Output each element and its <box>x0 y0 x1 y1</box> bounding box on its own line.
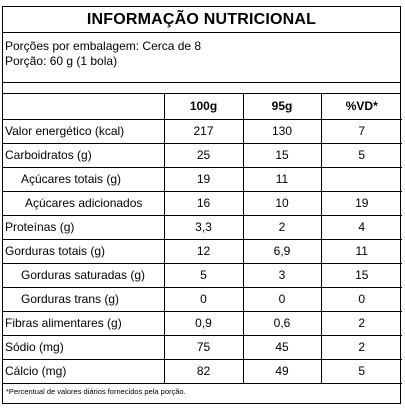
table-row: Carboidratos (g) 25 15 5 <box>3 142 402 168</box>
table-row: Açúcares totais (g) 19 11 <box>3 166 402 192</box>
column-header-vd: %VD* <box>320 94 402 120</box>
table-row: Valor energético (kcal) 217 130 7 <box>3 119 402 144</box>
table-row: Sódio (mg) 75 45 2 <box>3 334 402 360</box>
serving-size: Porção: 60 g (1 bola) <box>5 54 118 68</box>
value-95g: 3 <box>242 262 322 288</box>
column-header-100g: 100g <box>163 94 244 120</box>
value-vd: 5 <box>320 142 402 168</box>
divider <box>3 83 400 94</box>
value-100g: 16 <box>163 190 244 216</box>
nutrient-label: Proteínas (g) <box>3 214 165 240</box>
value-100g: 0,9 <box>163 310 244 336</box>
panel-title: INFORMAÇÃO NUTRICIONAL <box>3 7 400 33</box>
table-row: Proteínas (g) 3,3 2 4 <box>3 214 402 240</box>
nutrient-label: Gorduras trans (g) <box>3 286 165 312</box>
nutrient-label: Valor energético (kcal) <box>3 119 165 144</box>
value-100g: 19 <box>163 166 244 192</box>
value-95g: 0,6 <box>242 310 322 336</box>
value-95g: 10 <box>242 190 322 216</box>
value-vd: 11 <box>320 238 402 264</box>
value-95g: 15 <box>242 142 322 168</box>
column-header-95g: 95g <box>242 94 322 120</box>
table-row: Cálcio (mg) 82 49 5 <box>3 358 402 384</box>
value-vd: 19 <box>320 190 402 216</box>
value-vd: 2 <box>320 310 402 336</box>
value-95g: 0 <box>242 286 322 312</box>
value-vd: 4 <box>320 214 402 240</box>
value-100g: 82 <box>163 358 244 384</box>
column-header-nutrient <box>3 94 165 120</box>
value-95g: 11 <box>242 166 322 192</box>
nutrient-label: Açúcares totais (g) <box>3 166 165 192</box>
value-95g: 2 <box>242 214 322 240</box>
value-100g: 12 <box>163 238 244 264</box>
value-vd <box>320 166 402 192</box>
value-100g: 3,3 <box>163 214 244 240</box>
value-vd: 7 <box>320 119 402 144</box>
value-95g: 130 <box>242 119 322 144</box>
nutrient-label: Fibras alimentares (g) <box>3 310 165 336</box>
value-vd: 5 <box>320 358 402 384</box>
table-row: Fibras alimentares (g) 0,9 0,6 2 <box>3 310 402 336</box>
table-row: Açúcares adicionados 16 10 19 <box>3 190 402 216</box>
footnote: *Percentual de valores diários fornecido… <box>6 386 186 396</box>
nutrition-facts-panel: INFORMAÇÃO NUTRICIONAL Porções por embal… <box>2 6 402 404</box>
value-95g: 6,9 <box>242 238 322 264</box>
table-row: Gorduras totais (g) 12 6,9 11 <box>3 238 402 264</box>
value-vd: 2 <box>320 334 402 360</box>
value-95g: 45 <box>242 334 322 360</box>
value-100g: 5 <box>163 262 244 288</box>
value-vd: 0 <box>320 286 402 312</box>
nutrient-label: Sódio (mg) <box>3 334 165 360</box>
servings-info: Porções por embalagem: Cerca de 8 Porção… <box>3 33 400 83</box>
value-100g: 75 <box>163 334 244 360</box>
table-header-row: 100g 95g %VD* <box>3 94 402 120</box>
nutrient-label: Cálcio (mg) <box>3 358 165 384</box>
table-row: Gorduras trans (g) 0 0 0 <box>3 286 402 312</box>
nutrient-label: Carboidratos (g) <box>3 142 165 168</box>
servings-per-package: Porções por embalagem: Cerca de 8 <box>5 39 202 53</box>
table-row: Gorduras saturadas (g) 5 3 15 <box>3 262 402 288</box>
nutrient-label: Gorduras saturadas (g) <box>3 262 165 288</box>
value-95g: 49 <box>242 358 322 384</box>
value-vd: 15 <box>320 262 402 288</box>
value-100g: 0 <box>163 286 244 312</box>
value-100g: 25 <box>163 142 244 168</box>
nutrient-label: Gorduras totais (g) <box>3 238 165 264</box>
nutrition-table: 100g 95g %VD* Valor energético (kcal) 21… <box>3 94 402 384</box>
value-100g: 217 <box>163 119 244 144</box>
nutrient-label: Açúcares adicionados <box>3 190 165 216</box>
